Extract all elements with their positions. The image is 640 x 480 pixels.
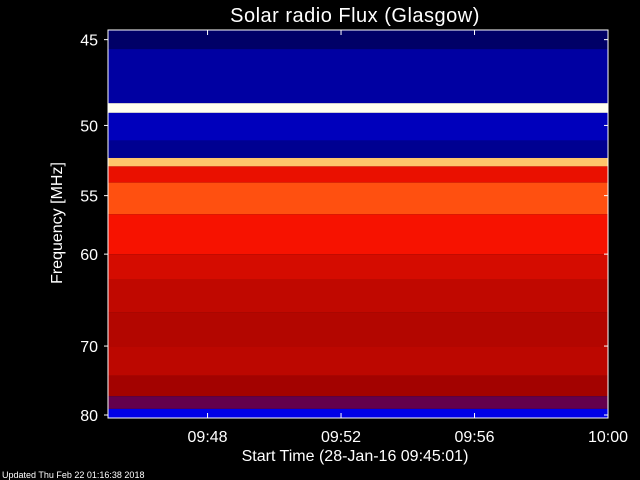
band-12	[108, 346, 608, 376]
y-tick-label-80: 80	[80, 408, 98, 425]
y-tick-label-55: 55	[80, 189, 98, 206]
x-tick-label-0948: 09:48	[188, 429, 228, 446]
band-2	[108, 103, 608, 113]
band-1	[108, 49, 608, 104]
band-15	[108, 408, 608, 418]
band-6	[108, 166, 608, 183]
plot-frame	[107, 29, 609, 419]
y-axis-label: Frequency [MHz]	[49, 162, 66, 284]
band-7	[108, 182, 608, 215]
band-13	[108, 375, 608, 397]
band-0	[108, 30, 608, 50]
x-axis-label: Start Time (28-Jan-16 09:45:01)	[242, 448, 469, 465]
y-tick-label-70: 70	[80, 339, 98, 356]
band-5	[108, 157, 608, 167]
y-tick-label-60: 60	[80, 247, 98, 264]
y-tick-label-45: 45	[80, 33, 98, 50]
y-axis: 45 50 55 60 70 80	[80, 33, 608, 425]
x-tick-label-1000: 10:00	[588, 429, 628, 446]
band-4	[108, 140, 608, 158]
band-9	[108, 254, 608, 280]
x-axis: 09:48 09:52 09:56 10:00	[188, 30, 628, 446]
band-10	[108, 279, 608, 313]
band-8	[108, 214, 608, 255]
x-tick-label-0956: 09:56	[454, 429, 494, 446]
band-11	[108, 312, 608, 347]
band-14	[108, 396, 608, 409]
chart-title: Solar radio Flux (Glasgow)	[230, 5, 480, 27]
band-3	[108, 112, 608, 141]
spectrogram-plot-area	[107, 29, 609, 419]
updated-timestamp: Updated Thu Feb 22 01:16:38 2018	[2, 470, 144, 480]
x-tick-label-0952: 09:52	[321, 429, 361, 446]
y-tick-label-50: 50	[80, 118, 98, 135]
